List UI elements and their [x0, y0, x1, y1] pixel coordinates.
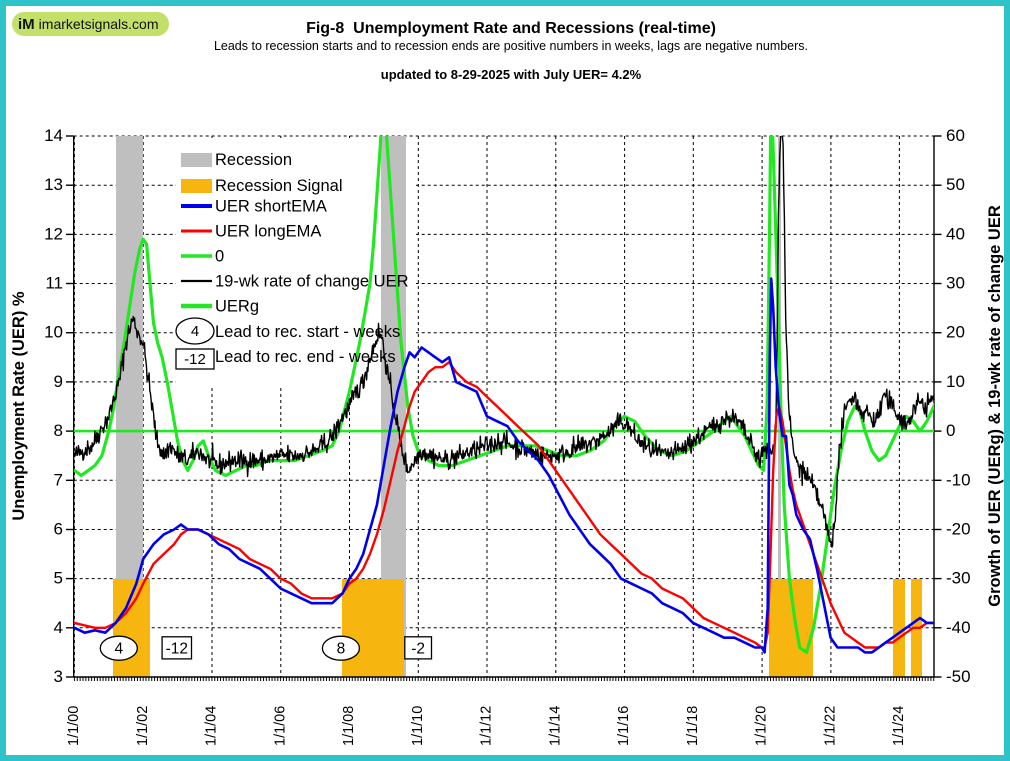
- svg-text:Growth of UER (UERg) & 19-wk r: Growth of UER (UERg) & 19-wk rate of cha…: [986, 205, 1004, 607]
- svg-text:-2: -2: [411, 641, 425, 658]
- svg-text:UER shortEMA: UER shortEMA: [215, 198, 327, 216]
- svg-text:Lead to rec. end - weeks: Lead to rec. end - weeks: [215, 348, 396, 366]
- svg-text:4: 4: [191, 323, 199, 340]
- svg-text:1/1/12: 1/1/12: [479, 706, 495, 746]
- svg-text:1/1/22: 1/1/22: [823, 706, 839, 746]
- svg-text:3: 3: [54, 667, 63, 686]
- svg-text:0: 0: [215, 248, 224, 266]
- svg-text:1/1/04: 1/1/04: [204, 706, 220, 746]
- svg-text:14: 14: [44, 126, 63, 145]
- svg-text:40: 40: [946, 224, 965, 243]
- svg-text:Recession Signal: Recession Signal: [215, 177, 343, 195]
- svg-text:Recession: Recession: [215, 151, 292, 169]
- svg-text:1/1/24: 1/1/24: [891, 706, 907, 746]
- svg-text:Unemployment Rate (UER) %: Unemployment Rate (UER) %: [10, 291, 28, 521]
- svg-text:50: 50: [946, 175, 965, 194]
- svg-text:19-wk rate of change UER: 19-wk rate of change UER: [215, 273, 409, 291]
- svg-text:0: 0: [946, 421, 955, 440]
- svg-text:10: 10: [44, 323, 63, 342]
- svg-text:8: 8: [54, 421, 63, 440]
- svg-text:30: 30: [946, 274, 965, 293]
- svg-text:-20: -20: [946, 520, 971, 539]
- svg-text:7: 7: [54, 470, 63, 489]
- svg-text:8: 8: [337, 641, 346, 658]
- svg-text:20: 20: [946, 323, 965, 342]
- svg-text:1/1/00: 1/1/00: [66, 706, 82, 746]
- svg-text:UERg: UERg: [215, 298, 259, 316]
- svg-text:-40: -40: [946, 618, 971, 637]
- svg-text:UER longEMA: UER longEMA: [215, 223, 321, 241]
- svg-text:-10: -10: [946, 470, 971, 489]
- svg-text:1/1/20: 1/1/20: [754, 706, 770, 746]
- svg-text:13: 13: [44, 175, 63, 194]
- svg-text:10: 10: [946, 372, 965, 391]
- svg-text:-12: -12: [166, 641, 188, 658]
- svg-text:-50: -50: [946, 667, 971, 686]
- svg-text:9: 9: [54, 372, 63, 391]
- svg-text:1/1/10: 1/1/10: [410, 706, 426, 746]
- svg-text:4: 4: [54, 618, 63, 637]
- svg-text:4: 4: [114, 641, 123, 658]
- svg-text:Lead to rec. start - weeks: Lead to rec. start - weeks: [215, 323, 400, 341]
- svg-text:1/1/06: 1/1/06: [272, 706, 288, 746]
- svg-text:1/1/08: 1/1/08: [341, 706, 357, 746]
- svg-text:6: 6: [54, 520, 63, 539]
- svg-text:1/1/02: 1/1/02: [135, 706, 151, 746]
- svg-text:1/1/14: 1/1/14: [547, 706, 563, 746]
- svg-text:1/1/18: 1/1/18: [685, 706, 701, 746]
- svg-text:5: 5: [54, 569, 63, 588]
- svg-text:-12: -12: [184, 351, 206, 368]
- svg-text:11: 11: [45, 274, 63, 293]
- svg-text:1/1/16: 1/1/16: [616, 706, 632, 746]
- svg-text:60: 60: [946, 126, 965, 145]
- svg-text:-30: -30: [946, 569, 971, 588]
- svg-text:12: 12: [44, 224, 63, 243]
